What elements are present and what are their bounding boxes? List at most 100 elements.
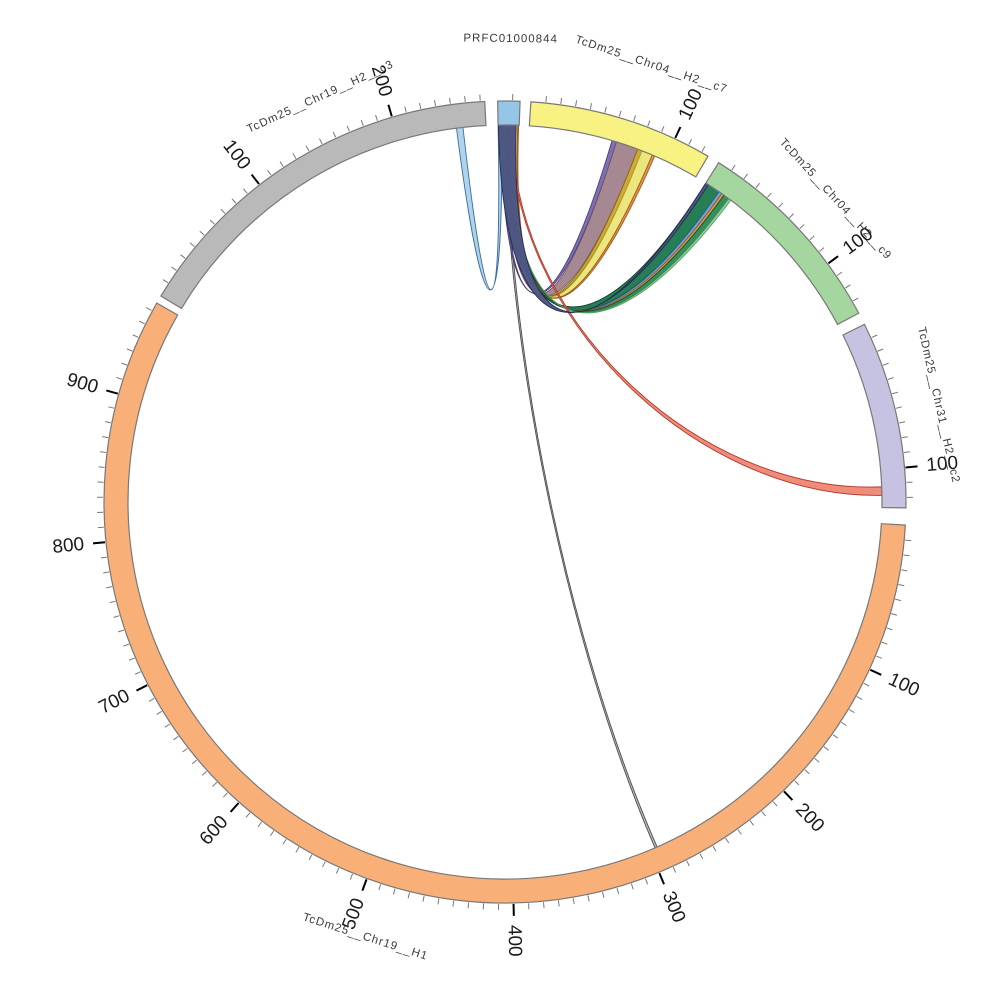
minor-tick-h1-940 [132,334,139,338]
tick-label-h1-100: 100 [885,669,923,701]
minor-tick-h1-540 [308,854,313,861]
tick-label-h1-200: 200 [791,799,828,836]
minor-tick-h1-110 [863,682,870,687]
minor-tick-c7-20 [560,97,563,104]
minor-tick-c9-70 [799,224,805,230]
minor-tick-h1-610 [222,792,228,798]
tick-label-h1-900: 900 [64,369,100,398]
minor-tick-h1-870 [102,436,109,439]
minor-tick-h1-490 [378,884,382,891]
minor-tick-c3-220 [419,102,422,110]
tick-label-c7-100: 100 [675,86,707,124]
minor-tick-h1-70 [886,627,893,631]
major-tick-h1-200 [783,790,794,801]
minor-tick-h1-480 [392,888,396,895]
minor-tick-c3-20 [171,266,177,271]
minor-tick-c3-250 [464,95,466,103]
minor-tick-h1-330 [616,887,620,894]
minor-tick-c3-50 [199,230,205,236]
minor-tick-h1-430 [467,902,470,909]
minor-tick-h1-730 [123,643,130,647]
segment-arc-c3 [160,100,487,310]
major-tick-h1-600 [229,802,240,813]
minor-tick-h1-670 [164,723,171,728]
segment-h1: 100200300400500600700800900TcDm25__Chr19… [52,302,923,963]
minor-tick-h1-270 [699,853,704,860]
minor-tick-c3-170 [346,125,350,132]
minor-tick-c9-90 [819,247,825,252]
minor-tick-c7-30 [575,100,578,107]
tick-label-c3-100: 100 [218,136,254,174]
minor-tick-h1-530 [322,861,326,868]
major-tick-h1-300 [658,872,665,885]
minor-tick-h1-520 [335,867,340,874]
minor-tick-c3-120 [279,161,284,167]
minor-tick-h1-510 [349,873,354,880]
minor-tick-h1-350 [587,895,590,902]
minor-tick-h1-770 [106,586,113,589]
minor-tick-c2-70 [899,421,906,424]
major-tick-c3-100 [250,173,260,185]
tick-label-h1-700: 700 [95,685,133,718]
minor-tick-h1-460 [422,895,425,902]
minor-tick-c3-40 [189,242,195,247]
minor-tick-h1-20 [903,554,910,557]
minor-tick-h1-280 [686,860,690,867]
tick-label-h1-400: 400 [504,925,526,957]
minor-tick-h1-930 [126,348,133,352]
minor-tick-c3-140 [305,145,310,152]
tick-label-c2-100: 100 [926,452,959,476]
minor-tick-h1-660 [173,735,179,741]
major-tick-h1-800 [92,541,106,545]
minor-tick-c2-20 [877,348,884,352]
minor-tick-c3-160 [332,131,337,138]
minor-tick-c2-60 [895,406,902,409]
minor-tick-h1-890 [108,406,115,409]
minor-tick-h1-630 [201,770,207,776]
tick-label-h1-800: 800 [52,534,86,558]
minor-tick-h1-130 [849,709,855,714]
minor-tick-c7-90 [661,126,665,132]
minor-tick-h1-310 [645,878,649,885]
major-tick-c9-100 [827,255,839,265]
minor-tick-h1-140 [841,721,847,726]
minor-tick-c2-90 [903,451,910,454]
minor-tick-h1-190 [794,780,800,786]
tick-label-h1-300: 300 [658,889,690,926]
minor-tick-h1-960 [146,307,152,311]
minor-tick-h1-780 [103,571,110,574]
minor-tick-c9-60 [789,213,794,219]
minor-tick-c7-70 [633,115,637,122]
minor-tick-c3-240 [449,97,451,104]
minor-tick-h1-560 [282,838,287,845]
tick-label-h1-600: 600 [196,812,233,850]
minor-tick-h1-910 [116,377,123,380]
minor-tick-h1-680 [156,710,163,715]
major-tick-h1-900 [106,389,119,395]
minor-tick-h1-250 [725,837,730,844]
minor-tick-h1-40 [898,584,905,587]
minor-tick-h1-650 [182,747,188,753]
minor-tick-c2-80 [901,436,908,439]
minor-tick-h1-80 [881,641,888,645]
minor-tick-h1-10 [905,539,912,542]
segment-arc-c9 [705,161,860,326]
minor-tick-c7-40 [589,103,593,110]
minor-tick-h1-160 [823,746,830,751]
minor-tick-c7-50 [604,106,607,113]
minor-tick-h1-230 [749,820,755,826]
minor-tick-h1-220 [761,811,766,817]
minor-tick-h1-60 [891,613,898,616]
major-tick-c3-200 [387,104,393,117]
major-tick-c7-100 [674,126,682,139]
minor-tick-c3-90 [243,188,248,194]
minor-tick-c9-130 [852,297,859,302]
minor-tick-h1-290 [672,866,677,873]
minor-tick-h1-260 [712,845,717,852]
minor-tick-c3-70 [220,208,226,214]
